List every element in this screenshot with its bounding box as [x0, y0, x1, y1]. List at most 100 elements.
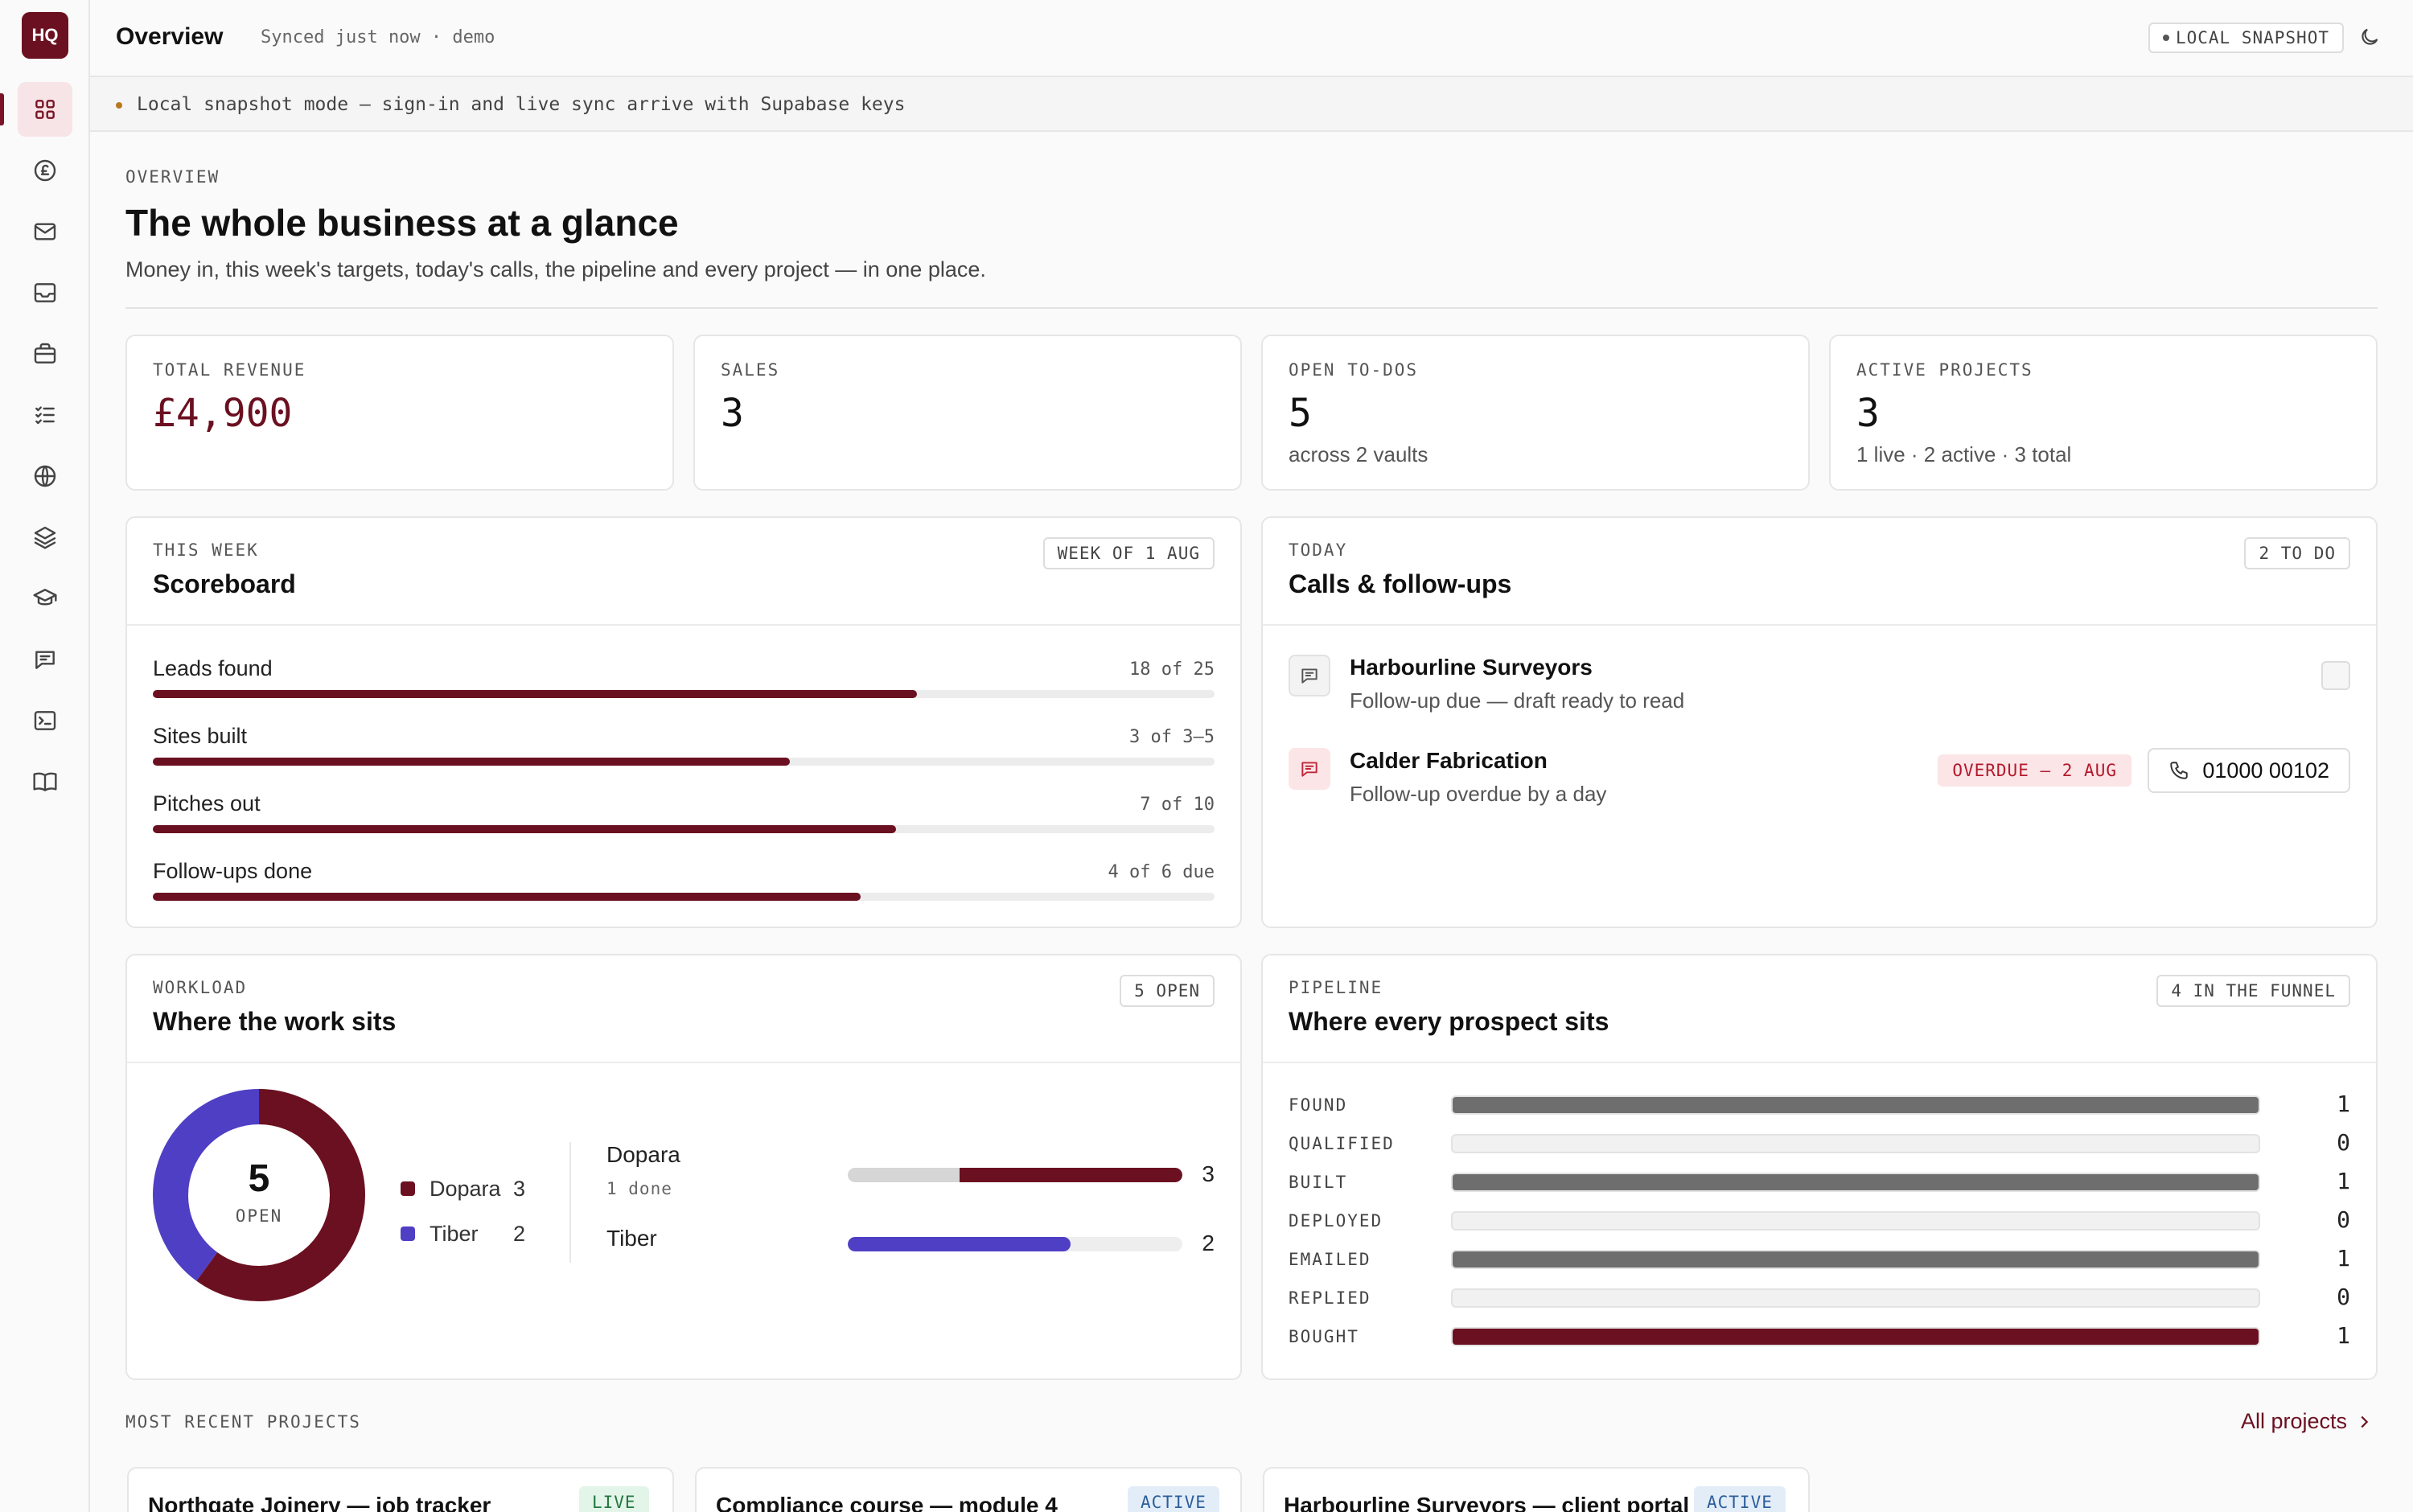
call-name: Harbourline Surveyors: [1350, 655, 1593, 680]
stage-label: BUILT: [1289, 1173, 1348, 1192]
nav-inbox[interactable]: [18, 265, 72, 320]
inbox-icon: [34, 283, 56, 302]
overdue-badge: OVERDUE — 2 AUG: [1938, 754, 2131, 787]
card-title: Scoreboard: [153, 569, 296, 598]
banner-text: Local snapshot mode — sign-in and live s…: [137, 94, 906, 115]
grid-icon: [35, 100, 55, 119]
score-value: 18 of 25: [1129, 659, 1215, 680]
pipeline-stage: EMAILED 1: [1289, 1243, 2350, 1276]
score-track: [153, 893, 1215, 901]
call-note: Follow-up due — draft ready to read: [1350, 688, 1685, 713]
globe-icon: [34, 465, 56, 487]
call-note: Follow-up overdue by a day: [1350, 782, 1607, 806]
nav-terminal[interactable]: [18, 693, 72, 748]
app-logo[interactable]: HQ: [22, 12, 68, 59]
stage-fill: [1453, 1097, 2259, 1113]
stage-fill: [1453, 1174, 2259, 1190]
stage-track: [1451, 1134, 2260, 1153]
vault-name: Dopara: [606, 1142, 680, 1167]
page-title: Overview: [116, 23, 224, 50]
workload-donut: [153, 1089, 365, 1301]
nav-docs[interactable]: [18, 754, 72, 809]
card-header: PIPELINE Where every prospect sits 4 IN …: [1263, 955, 2376, 1063]
divider: [125, 307, 2378, 309]
pipeline-stage: BUILT 1: [1289, 1166, 2350, 1198]
nav-courses[interactable]: [18, 571, 72, 626]
nav-pipeline[interactable]: [18, 510, 72, 565]
workload-card: WORKLOAD Where the work sits 5 OPEN 5 OP…: [125, 954, 1242, 1380]
theme-toggle-button[interactable]: [2358, 26, 2382, 50]
score-label: Sites built: [153, 724, 248, 748]
status-badge: ACTIVE: [1694, 1486, 1786, 1512]
stat-value: 3: [1856, 391, 1880, 436]
stage-label: EMAILED: [1289, 1250, 1371, 1269]
card-title: Where the work sits: [153, 1007, 397, 1036]
open-segment: [959, 1168, 1182, 1182]
page-subtitle: Money in, this week's targets, today's c…: [125, 257, 986, 281]
vault-bar: [848, 1237, 1182, 1251]
todo-chip: 2 TO DO: [2244, 537, 2350, 569]
card-title: Calls & follow-ups: [1289, 569, 1512, 598]
score-fill: [153, 690, 918, 698]
project-card[interactable]: Northgate Joinery — job tracker LIVE: [127, 1467, 674, 1512]
checklist-icon: [35, 406, 55, 425]
call-phone-button[interactable]: 01000 00102: [2148, 748, 2350, 793]
divider: [569, 1142, 571, 1263]
briefcase-icon: [34, 343, 56, 364]
project-card[interactable]: Compliance course — module 4 ACTIVE: [695, 1467, 1242, 1512]
stat-card-projects: ACTIVE PROJECTS 3 1 live · 2 active · 3 …: [1829, 335, 2378, 491]
score-fill: [153, 758, 790, 766]
status-badge: ACTIVE: [1128, 1486, 1219, 1512]
stage-track: [1451, 1327, 2260, 1346]
mail-icon: [34, 223, 56, 240]
call-item[interactable]: Calder Fabrication Follow-up overdue by …: [1289, 745, 2350, 825]
all-projects-link[interactable]: All projects: [2241, 1409, 2373, 1434]
score-value: 4 of 6 due: [1108, 862, 1215, 882]
legend-count: 2: [513, 1221, 526, 1246]
score-label: Follow-ups done: [153, 859, 313, 883]
donut-label: OPEN: [235, 1206, 283, 1226]
nav-mail[interactable]: [18, 204, 72, 259]
nav-revenue[interactable]: [18, 143, 72, 198]
donut-segment-tiber: [153, 1089, 365, 1301]
nav-todos[interactable]: [18, 388, 72, 442]
vault-bar: [848, 1168, 1182, 1182]
project-card[interactable]: Harbourline Surveyors — client portal AC…: [1263, 1467, 1810, 1512]
vault-count: 3: [1202, 1161, 1215, 1186]
stat-value: 5: [1289, 391, 1312, 436]
call-item[interactable]: Harbourline Surveyors Follow-up due — dr…: [1289, 651, 2350, 732]
sync-status: Synced just now · demo: [261, 27, 495, 47]
section-eyebrow: MOST RECENT PROJECTS: [125, 1412, 361, 1432]
card-header: TODAY Calls & follow-ups 2 TO DO: [1263, 518, 2376, 626]
score-label: Pitches out: [153, 791, 261, 816]
score-row: Leads found 18 of 25: [153, 656, 1215, 713]
stage-label: DEPLOYED: [1289, 1211, 1383, 1231]
card-header: WORKLOAD Where the work sits 5 OPEN: [127, 955, 1240, 1063]
nav-overview[interactable]: [18, 82, 72, 137]
project-title: Compliance course — module 4: [716, 1493, 1058, 1512]
score-track: [153, 825, 1215, 833]
done-checkbox[interactable]: [2321, 661, 2350, 690]
stat-label: SALES: [721, 360, 780, 380]
stage-fill: [1453, 1251, 2259, 1268]
card-eyebrow: THIS WEEK: [153, 540, 259, 560]
pipeline-stage: FOUND 1: [1289, 1089, 2350, 1121]
legend-item: Dopara 3: [401, 1173, 525, 1205]
stat-label: OPEN TO-DOS: [1289, 360, 1419, 380]
card-header: THIS WEEK Scoreboard WEEK OF 1 AUG: [127, 518, 1240, 626]
stage-label: REPLIED: [1289, 1288, 1371, 1308]
nav-work[interactable]: [18, 327, 72, 381]
nav-messages[interactable]: [18, 632, 72, 687]
legend-swatch: [401, 1226, 415, 1241]
project-title: Harbourline Surveyors — client portal: [1284, 1493, 1690, 1512]
stage-count: 1: [2337, 1245, 2350, 1272]
call-name: Calder Fabrication: [1350, 748, 1548, 773]
stage-count: 1: [2337, 1091, 2350, 1117]
snapshot-badge[interactable]: LOCAL SNAPSHOT: [2148, 23, 2344, 53]
stage-label: FOUND: [1289, 1095, 1348, 1115]
local-mode-banner: Local snapshot mode — sign-in and live s…: [90, 77, 2413, 132]
nav-sites[interactable]: [18, 449, 72, 503]
stat-card-revenue: TOTAL REVENUE £4,900: [125, 335, 674, 491]
calls-card: TODAY Calls & follow-ups 2 TO DO Harbour…: [1261, 516, 2378, 928]
card-title: Where every prospect sits: [1289, 1007, 1609, 1036]
